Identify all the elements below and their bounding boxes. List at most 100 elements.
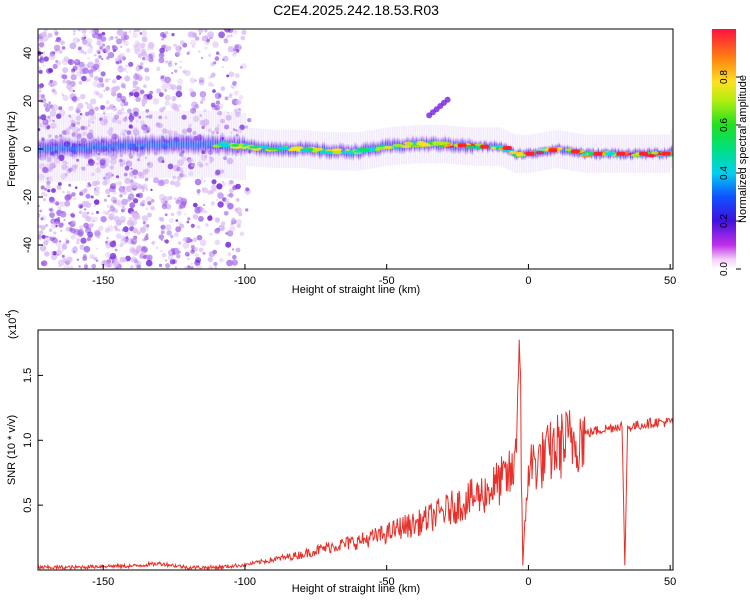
spectrogram-noise-blob	[178, 167, 183, 172]
spectrogram-noise-blob	[47, 33, 53, 38]
spectrogram-noise-blob	[84, 208, 87, 211]
spectrogram-noise-blob	[134, 29, 141, 33]
spectrogram-noise-blob	[80, 50, 85, 54]
spectrogram-noise-blob	[236, 223, 241, 228]
spectrogram-noise-blob	[162, 33, 167, 39]
spectrogram-noise-blob	[235, 198, 240, 202]
spectrogram-band	[172, 134, 174, 156]
spectrogram-noise-blob	[66, 190, 70, 194]
spectrogram-noise-blob	[102, 110, 107, 114]
spectrogram-noise-blob	[100, 216, 107, 223]
spectrogram-noise-blob	[193, 247, 198, 252]
spectrogram-noise-blob	[180, 170, 184, 174]
spectrogram-noise-blob	[190, 163, 195, 167]
spectrogram-noise-blob	[199, 239, 207, 247]
spectrogram-noise-blob	[197, 161, 203, 167]
spectrogram-band	[85, 137, 87, 159]
spectrogram-noise-blob	[46, 68, 52, 74]
spectrogram-noise-blob	[72, 29, 76, 33]
colorbar: 0.0 0.2 0.4 0.6 0.8 Normalized spectral ampl…	[712, 29, 749, 276]
spectrogram-noise-blob	[95, 259, 99, 262]
spectrogram-noise-blob	[80, 166, 83, 169]
spectrogram-noise-blob	[174, 69, 178, 73]
spectrogram-band	[116, 136, 118, 159]
spectrogram-noise-blob	[233, 90, 239, 96]
spectrogram-noise-blob	[132, 227, 139, 234]
spectrogram-noise-blob	[184, 266, 188, 269]
spectrogram-noise-blob	[105, 240, 108, 244]
spectrogram-noise-blob	[99, 159, 106, 166]
spectrogram-noise-blob	[148, 114, 153, 119]
spectrogram-noise-blob	[221, 182, 227, 187]
spectrogram-band	[102, 135, 104, 158]
spectrogram-hotspot	[382, 145, 394, 150]
spectrogram-noise-blob	[49, 51, 56, 57]
spectrogram-noise-blob	[159, 107, 165, 113]
spectrogram-noise-blob	[147, 57, 152, 61]
spectrogram-band	[111, 135, 113, 158]
spectrogram-noise-blob	[235, 99, 242, 105]
spectrogram-noise-blob	[100, 71, 106, 77]
spectrogram-noise-blob	[169, 258, 176, 265]
spectrogram-noise-blob	[48, 134, 52, 138]
spectrogram-noise-blob	[38, 118, 41, 122]
spectrogram-noise-blob	[133, 73, 140, 80]
spectrogram-hotspot	[570, 149, 580, 154]
spectrogram-noise-blob	[190, 91, 197, 98]
spectrogram-noise-blob	[208, 265, 214, 269]
spectrogram-noise-blob	[71, 247, 78, 254]
snr-series-line	[38, 339, 673, 570]
spectrogram-noise-blob	[119, 266, 122, 269]
spectrogram-noise-blob	[222, 58, 225, 61]
spectrogram-band	[158, 134, 161, 156]
spectrogram-noise-blob	[117, 29, 124, 36]
spectrogram-y-tick-label: 40	[22, 47, 34, 59]
spectrogram-noise-blob	[110, 105, 114, 109]
spectrogram-band	[493, 139, 496, 152]
spectrogram-noise-blob	[96, 91, 100, 96]
spectrogram-noise-blob	[167, 163, 174, 170]
spectrogram-noise-blob	[145, 130, 148, 133]
spectrogram-noise-blob	[142, 238, 146, 242]
spectrogram-band	[94, 136, 96, 158]
spectrogram-noise-blob	[43, 198, 46, 202]
colorbar-gradient	[712, 29, 736, 269]
spectrogram-noise-blob	[146, 161, 154, 169]
spectrogram-noise-blob	[54, 31, 59, 36]
spectrogram-noise-blob	[158, 52, 165, 59]
spectrogram-noise-blob	[136, 120, 139, 123]
spectrogram-noise-blob	[163, 178, 170, 185]
spectrogram-noise-blob	[181, 114, 187, 120]
spectrogram-band	[56, 138, 59, 161]
spectrogram-noise-blob	[215, 169, 221, 175]
spectrogram-noise-blob	[95, 180, 101, 186]
spectrogram-noise-blob	[109, 185, 116, 193]
spectrogram-hotspot	[502, 146, 512, 150]
spectrogram-noise-blob	[88, 109, 95, 116]
spectrogram-noise-blob	[122, 86, 127, 90]
spectrogram-noise-blob	[240, 65, 243, 69]
spectrogram-noise-blob	[79, 244, 85, 250]
spectrogram-noise-blob	[91, 172, 95, 177]
spectrogram-noise-blob	[161, 160, 165, 163]
spectrogram-noise-blob	[163, 239, 167, 243]
spectrogram-band	[197, 134, 200, 157]
colorbar-tick-label: 0.6	[719, 118, 730, 132]
spectrogram-noise-blob	[77, 46, 82, 51]
spectrogram-noise-blob	[57, 247, 61, 251]
spectrogram-noise-blob	[87, 211, 90, 214]
spectrogram-noise-blob	[179, 66, 182, 69]
spectrogram-band	[138, 133, 140, 156]
colorbar-tick-label: 0.4	[719, 166, 730, 180]
spectrogram-noise-blob	[82, 39, 88, 45]
spectrogram-noise-blob	[72, 89, 75, 93]
spectrogram-noise-blob	[144, 67, 150, 73]
spectrogram-band	[73, 138, 76, 160]
spectrogram-noise-blob	[175, 90, 183, 98]
spectrogram-noise-blob	[71, 68, 76, 73]
spectrogram-noise-blob	[130, 222, 134, 225]
spectrogram-noise-blob	[175, 199, 181, 205]
spectrogram-band	[123, 134, 125, 156]
spectrogram-noise-blob	[245, 125, 249, 129]
spectrogram-noise-blob	[62, 190, 65, 194]
